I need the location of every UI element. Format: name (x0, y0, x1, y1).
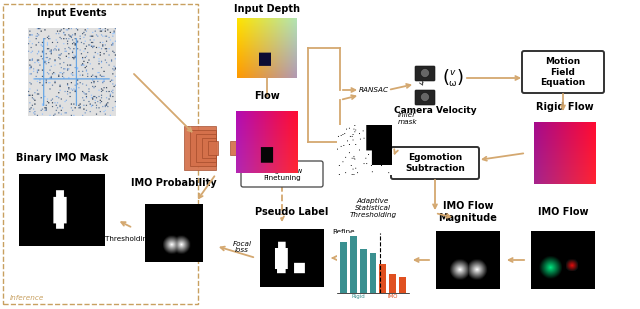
Text: Egomotion
Subtraction: Egomotion Subtraction (405, 153, 465, 173)
FancyBboxPatch shape (415, 90, 435, 105)
Text: Focal
loss: Focal loss (232, 240, 252, 253)
Text: IMO Flow
Magnitude: IMO Flow Magnitude (438, 201, 497, 223)
Circle shape (420, 69, 429, 78)
Text: IMO Probability: IMO Probability (131, 178, 217, 188)
Text: RANSAC: RANSAC (359, 87, 389, 93)
Text: ): ) (456, 69, 463, 87)
FancyBboxPatch shape (236, 138, 250, 158)
FancyBboxPatch shape (196, 134, 216, 162)
Text: Inlier
mask: Inlier mask (398, 112, 418, 125)
Text: IMO Flow: IMO Flow (538, 207, 588, 217)
FancyBboxPatch shape (184, 126, 216, 170)
Text: Input Events: Input Events (37, 8, 107, 18)
Text: Pseudo Label: Pseudo Label (255, 207, 329, 217)
Text: v: v (449, 67, 454, 77)
FancyBboxPatch shape (208, 141, 218, 155)
FancyBboxPatch shape (254, 126, 286, 170)
Text: Rigid Flow: Rigid Flow (536, 102, 594, 112)
Text: Image Flow
Finetuning: Image Flow Finetuning (261, 167, 303, 180)
Text: Refine: Refine (333, 229, 355, 235)
FancyBboxPatch shape (522, 51, 604, 93)
Text: (: ( (442, 69, 449, 87)
FancyBboxPatch shape (230, 141, 240, 155)
Text: Camera Velocity: Camera Velocity (394, 105, 476, 115)
Text: ω: ω (448, 78, 456, 87)
Text: Motion
Field
Equation: Motion Field Equation (540, 57, 586, 87)
FancyBboxPatch shape (190, 130, 216, 166)
Text: Adaptive
Statistical
Thresholding: Adaptive Statistical Thresholding (349, 198, 397, 218)
Text: Input Depth: Input Depth (234, 4, 300, 14)
Text: Thresholding: Thresholding (105, 236, 151, 242)
Bar (3, 4, 198, 304)
Text: Binary IMO Mask: Binary IMO Mask (16, 153, 108, 163)
FancyBboxPatch shape (415, 66, 435, 81)
Text: Inference: Inference (10, 295, 44, 301)
FancyBboxPatch shape (241, 161, 323, 187)
FancyBboxPatch shape (391, 147, 479, 179)
Text: Flow: Flow (254, 91, 280, 101)
FancyBboxPatch shape (242, 134, 262, 162)
FancyBboxPatch shape (248, 130, 274, 166)
FancyBboxPatch shape (202, 138, 216, 158)
Circle shape (420, 92, 429, 101)
